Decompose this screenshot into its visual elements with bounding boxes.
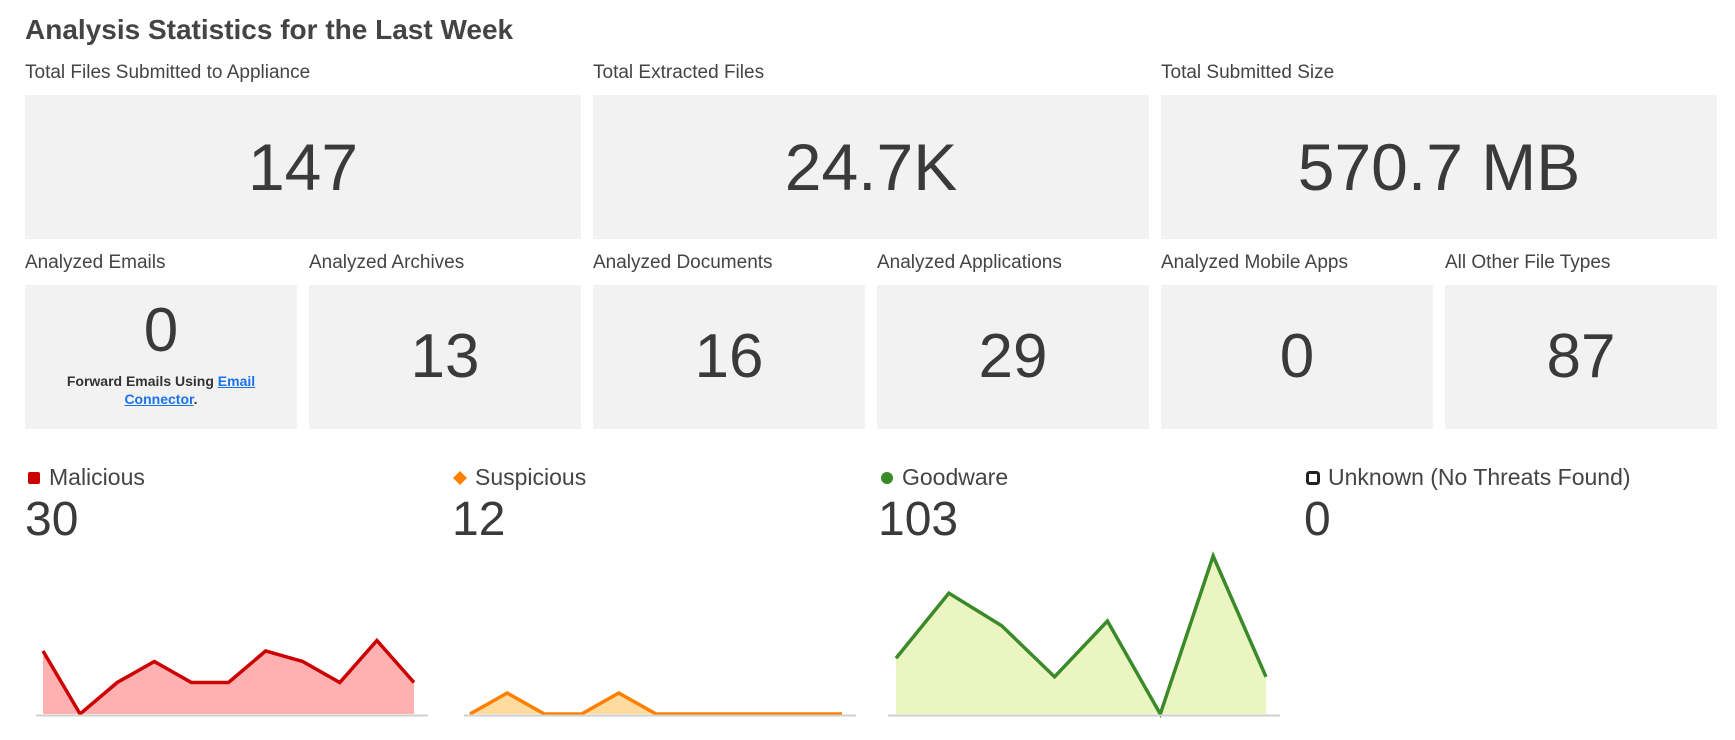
mobile-apps-value: 0 — [1279, 322, 1315, 391]
suspicious-legend[interactable]: Suspicious — [453, 464, 586, 491]
goodware-sparkline — [888, 551, 1280, 719]
sparkline-area — [43, 640, 414, 714]
sparkline-line — [41, 637, 416, 717]
applications-tile[interactable]: 29 — [877, 285, 1149, 429]
unknown-count: 0 — [1304, 493, 1331, 546]
mobile-apps-label: Analyzed Mobile Apps — [1161, 252, 1348, 273]
malicious-label: Malicious — [49, 464, 145, 490]
diamond-icon — [453, 470, 467, 485]
total-extracted-label: Total Extracted Files — [593, 62, 765, 83]
malicious-sparkline — [36, 637, 428, 717]
goodware-legend[interactable]: Goodware — [880, 464, 1008, 491]
total-size-label: Total Submitted Size — [1161, 62, 1335, 83]
goodware-count: 103 — [878, 493, 959, 546]
archives-value: 13 — [410, 322, 480, 391]
emails-label: Analyzed Emails — [25, 252, 166, 273]
goodware-label: Goodware — [902, 464, 1009, 490]
page-title: Analysis Statistics for the Last Week — [25, 14, 514, 45]
emails-value: 0 — [143, 296, 179, 365]
malicious-count: 30 — [25, 493, 79, 546]
applications-label: Analyzed Applications — [877, 252, 1062, 273]
sparkline-line — [469, 690, 842, 716]
hollow-square-icon — [1306, 470, 1320, 485]
sparkline-area — [896, 556, 1266, 714]
square-icon — [28, 471, 40, 484]
total-extracted-value: 24.7K — [784, 130, 958, 204]
mobile-apps-tile[interactable]: 0 — [1161, 285, 1433, 429]
emails-tile[interactable]: 0 Forward Emails Using Email Connector. — [25, 285, 297, 429]
total-files-tile[interactable]: 147 — [25, 95, 581, 239]
total-files-value: 147 — [247, 130, 359, 204]
unknown-legend[interactable]: Unknown (No Threats Found) — [1306, 464, 1631, 491]
email-connector-link[interactable]: Email Connector — [124, 373, 256, 407]
sparkline-area — [470, 693, 842, 714]
suspicious-sparkline — [464, 690, 856, 717]
archives-tile[interactable]: 13 — [309, 285, 581, 429]
total-size-tile[interactable]: 570.7 MB — [1161, 95, 1717, 239]
other-types-tile[interactable]: 87 — [1445, 285, 1717, 429]
documents-tile[interactable]: 16 — [593, 285, 865, 429]
total-files-label: Total Files Submitted to Appliance — [25, 62, 311, 83]
suspicious-count: 12 — [452, 493, 506, 546]
other-types-label: All Other File Types — [1445, 252, 1611, 273]
total-extracted-tile[interactable]: 24.7K — [593, 95, 1149, 239]
email-connector-note: Forward Emails Using Email Connector. — [56, 372, 266, 408]
circle-icon — [881, 471, 893, 484]
note-prefix: Forward Emails Using — [66, 373, 218, 389]
suspicious-label: Suspicious — [475, 464, 587, 490]
note-suffix: . — [193, 391, 198, 407]
documents-label: Analyzed Documents — [593, 252, 773, 273]
applications-value: 29 — [978, 322, 1048, 391]
total-size-value: 570.7 MB — [1297, 130, 1581, 204]
other-types-value: 87 — [1546, 322, 1616, 391]
documents-value: 16 — [694, 322, 764, 391]
malicious-legend[interactable]: Malicious — [27, 464, 145, 491]
sparkline-line — [894, 551, 1268, 719]
archives-label: Analyzed Archives — [309, 252, 465, 273]
unknown-label: Unknown (No Threats Found) — [1328, 464, 1631, 490]
